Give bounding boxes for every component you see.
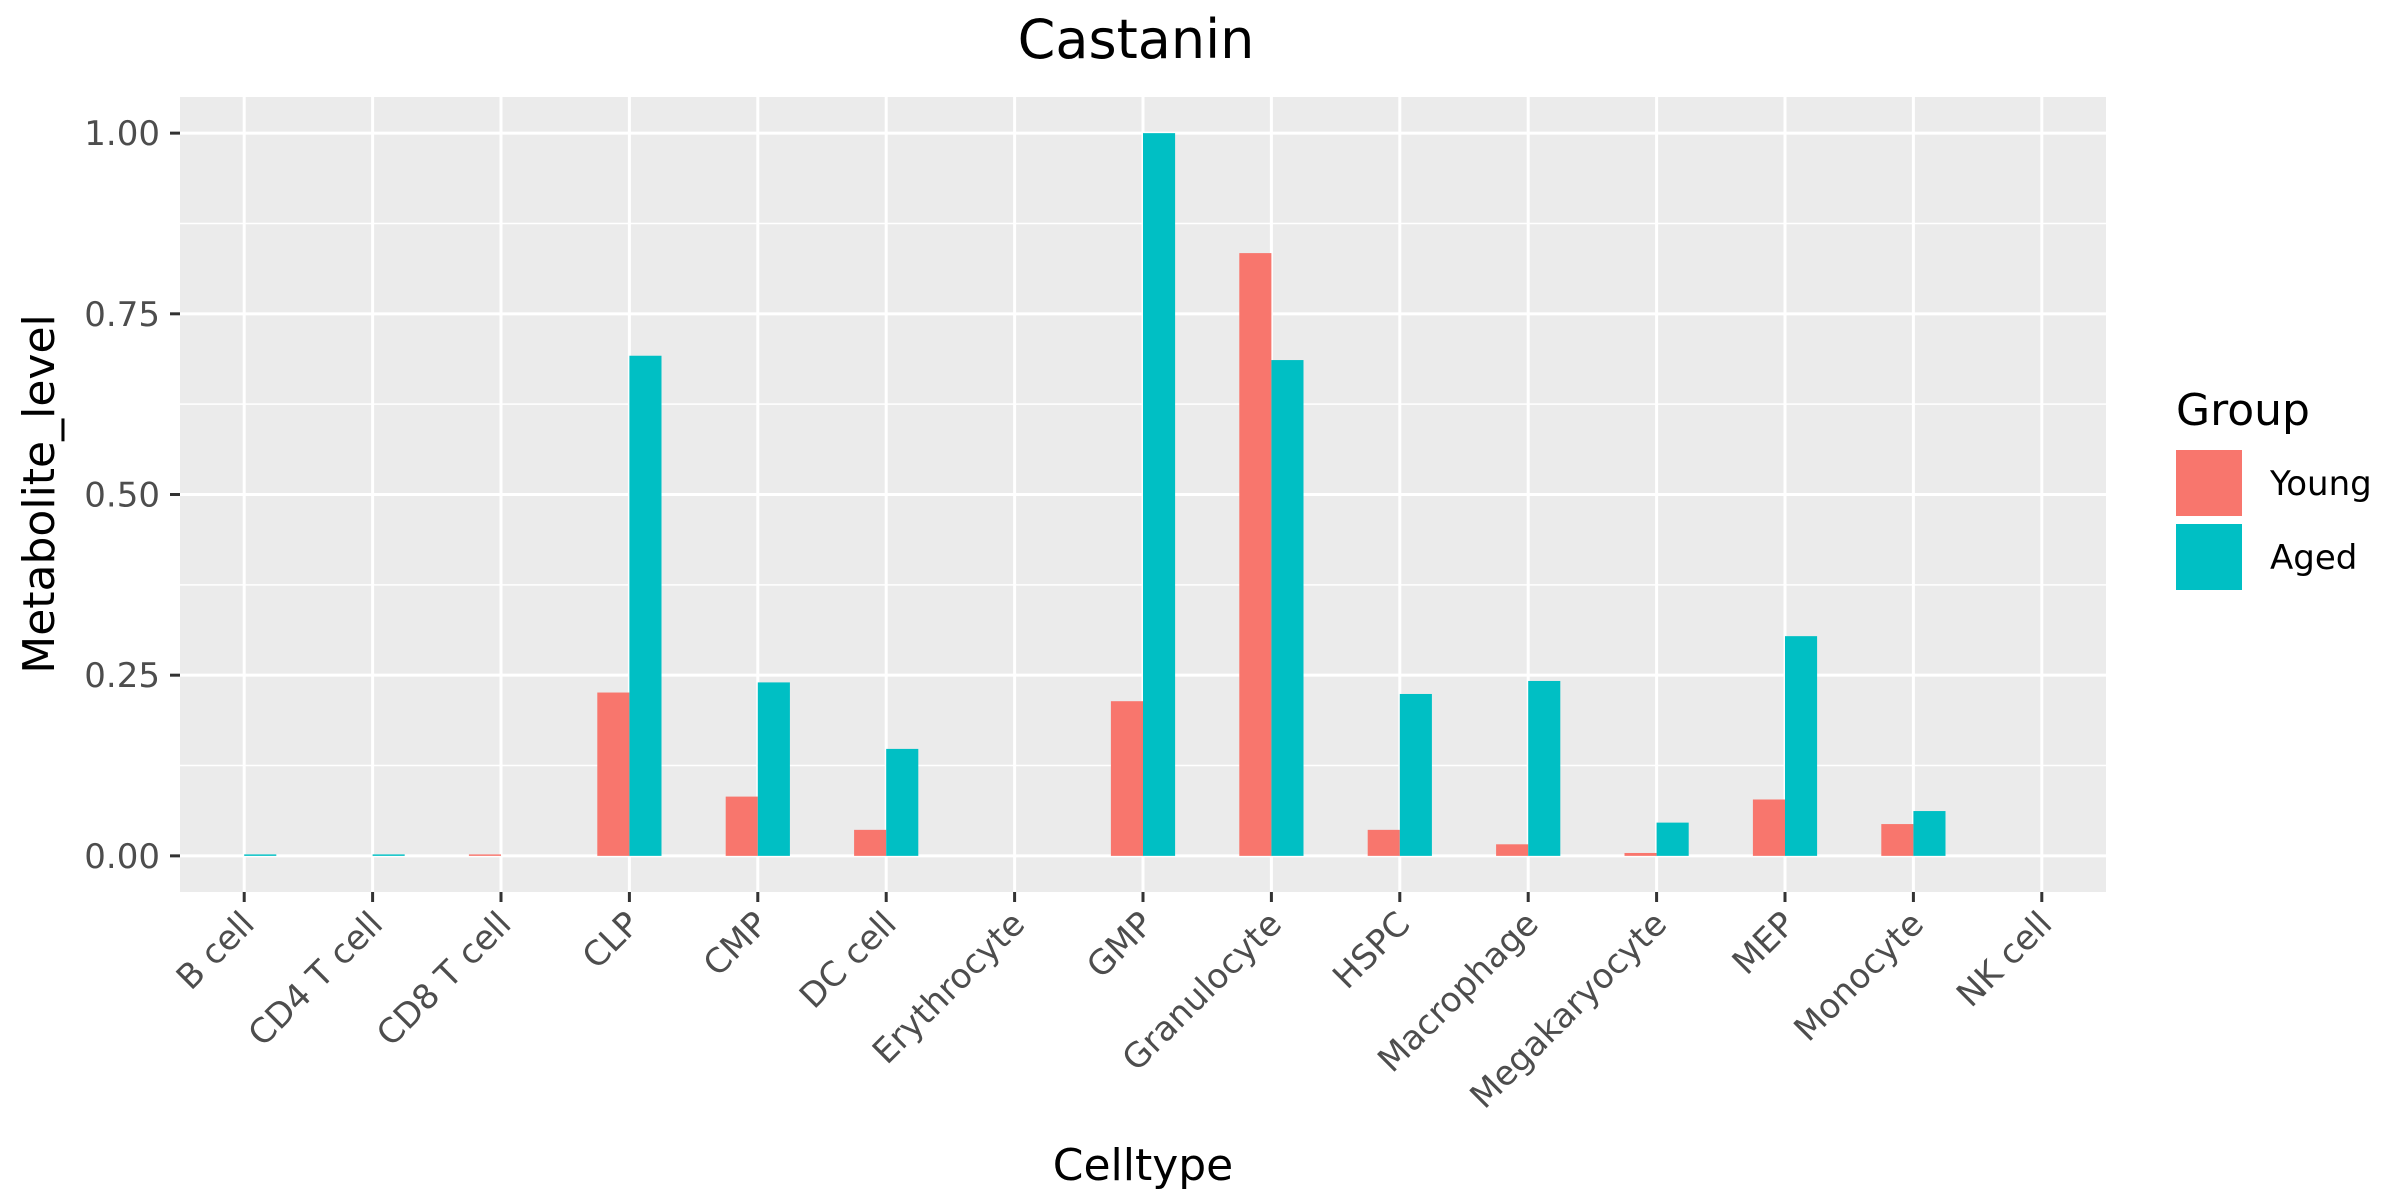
bar-aged	[372, 854, 405, 856]
y-axis-title: Metabolite_level	[14, 314, 65, 674]
y-axis: 0.00 0.25 0.50 0.75 1.00	[84, 114, 180, 877]
legend-title: Group	[2176, 385, 2310, 436]
chart-title: Castanin	[1018, 8, 1255, 71]
x-tick-label: GMP	[1079, 904, 1161, 986]
x-tick-label: HSPC	[1325, 904, 1418, 997]
bar-aged	[886, 748, 919, 856]
bar-aged	[1913, 811, 1946, 856]
bar-young	[1496, 844, 1529, 856]
bar-aged	[1528, 680, 1561, 856]
y-tick-label: 0.75	[84, 295, 160, 335]
bar-young	[597, 692, 630, 856]
bar-aged	[1143, 133, 1176, 856]
bar-young	[1881, 824, 1914, 856]
legend: Group Young Aged	[2176, 385, 2372, 590]
legend-key-young	[2176, 450, 2242, 516]
y-tick-label: 0.00	[84, 837, 160, 877]
bar-young	[1367, 829, 1400, 856]
x-tick-label: CLP	[575, 904, 648, 977]
bar-young	[1110, 701, 1143, 856]
x-tick-label: Monocyte	[1786, 904, 1931, 1049]
bar-aged	[1656, 822, 1689, 856]
x-tick-label: CMP	[696, 904, 776, 984]
x-tick-label: CD8 T cell	[369, 904, 519, 1054]
x-tick-label: MEP	[1725, 904, 1804, 983]
y-tick-label: 0.50	[84, 476, 160, 516]
bar-young	[1752, 799, 1785, 856]
bar-aged	[629, 355, 662, 856]
bar-aged	[244, 854, 277, 856]
bar-young	[854, 829, 887, 856]
bar-aged	[757, 682, 790, 856]
x-axis-title: Celltype	[1053, 1140, 1234, 1191]
bars	[244, 133, 1946, 856]
x-tick-label: NK cell	[1949, 904, 2060, 1015]
y-tick-label: 1.00	[84, 114, 160, 154]
x-tick-label: B cell	[169, 904, 263, 998]
bar-aged	[1271, 360, 1304, 856]
legend-label-young: Young	[2269, 464, 2372, 504]
legend-key-aged	[2176, 524, 2242, 590]
bar-aged	[1399, 693, 1432, 856]
x-tick-label: CD4 T cell	[241, 904, 391, 1054]
x-tick-label: DC cell	[792, 904, 905, 1017]
bar-young	[725, 796, 758, 856]
y-tick-label: 0.25	[84, 656, 160, 696]
bar-young	[1624, 852, 1657, 856]
bar-young	[468, 854, 501, 856]
bar-aged	[1785, 636, 1818, 856]
bar-young	[1239, 253, 1272, 856]
legend-label-aged: Aged	[2270, 538, 2357, 578]
